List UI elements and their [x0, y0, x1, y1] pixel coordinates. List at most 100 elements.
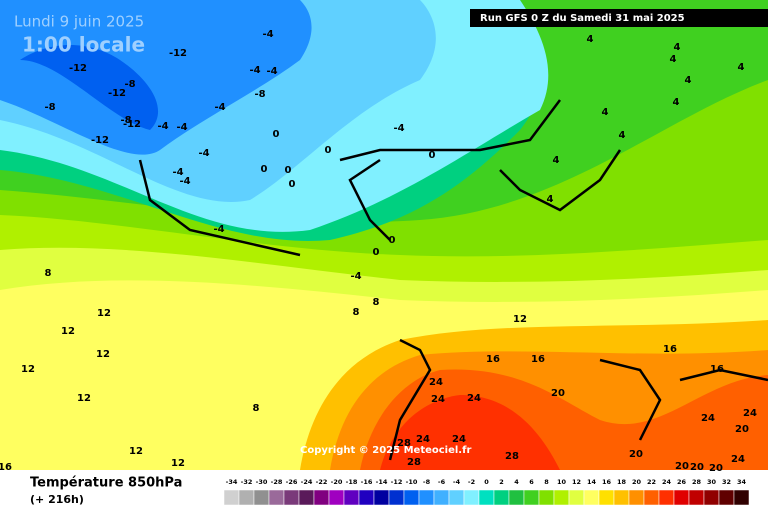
scale-label: -6	[438, 478, 446, 486]
isotherm-label: 12	[96, 349, 110, 360]
scale-label: 6	[529, 478, 534, 486]
scale-swatch	[673, 489, 690, 506]
isotherm-label: 8	[353, 307, 360, 318]
isotherm-label: 4	[670, 54, 677, 65]
isotherm-label: 0	[261, 164, 268, 175]
isotherm-label: 20	[690, 462, 704, 473]
scale-swatch	[223, 489, 240, 506]
zone-26	[380, 395, 560, 470]
scale-swatch	[268, 489, 285, 506]
isotherm-label: 16	[531, 354, 545, 365]
isotherm-label: -12	[69, 63, 87, 74]
date-label: Lundi 9 juin 2025	[14, 13, 144, 31]
isotherm-label: 8	[253, 403, 260, 414]
isotherm-label: 4	[685, 75, 692, 86]
isotherm-label: 4	[738, 62, 745, 73]
scale-label: 8	[544, 478, 549, 486]
isotherm-label: 8	[373, 297, 380, 308]
isotherm-label: 4	[673, 97, 680, 108]
isotherm-label: 4	[602, 107, 609, 118]
scale-swatch	[688, 489, 705, 506]
scale-swatch	[298, 489, 315, 506]
scale-swatch	[583, 489, 600, 506]
isotherm-label: 20	[551, 388, 565, 399]
scale-label: -4	[453, 478, 461, 486]
scale-label: 10	[557, 478, 567, 486]
isotherm-label: -12	[91, 135, 109, 146]
isotherm-label: -4	[172, 167, 183, 178]
isotherm-label: 12	[61, 326, 75, 337]
scale-label: 2	[499, 478, 504, 486]
isotherm-label: 0	[285, 165, 292, 176]
scale-swatch	[463, 489, 480, 506]
isotherm-label: 28	[407, 457, 421, 468]
scale-label: -22	[316, 478, 328, 486]
zone-m8	[0, 0, 312, 155]
scale-label: 28	[692, 478, 702, 486]
isotherm-label: -4	[157, 121, 168, 132]
isotherm-label: 0	[325, 145, 332, 156]
isotherm-label: 20	[675, 461, 689, 472]
isotherm-label: -12	[169, 48, 187, 59]
scale-swatch	[718, 489, 735, 506]
isotherm-label: 4	[547, 194, 554, 205]
scale-label: -20	[331, 478, 343, 486]
isotherm-label: -8	[254, 89, 265, 100]
scale-swatch	[418, 489, 435, 506]
isotherm-label: 4	[674, 42, 681, 53]
zone-m12	[20, 45, 159, 130]
scale-swatch	[478, 489, 495, 506]
isotherm-label: 4	[587, 34, 594, 45]
isotherm-label: -4	[179, 176, 190, 187]
time-label: 1:00 locale	[22, 33, 145, 57]
scale-label: -34	[226, 478, 238, 486]
isotherm-label: 0	[429, 150, 436, 161]
scale-label: 24	[662, 478, 672, 486]
isotherm-label: 12	[77, 393, 91, 404]
scale-swatch	[643, 489, 660, 506]
isotherm-label: 16	[486, 354, 500, 365]
scale-swatch	[703, 489, 720, 506]
isotherm-label: 0	[373, 247, 380, 258]
isotherm-label: -8	[44, 102, 55, 113]
coastline	[138, 99, 768, 461]
isotherm-label: 28	[397, 438, 411, 449]
scale-swatch	[733, 489, 750, 506]
scale-swatch	[553, 489, 570, 506]
isotherm-label: 24	[701, 413, 715, 424]
scale-swatch	[433, 489, 450, 506]
isotherm-label: -12	[123, 119, 141, 130]
isotherm-label: 4	[553, 155, 560, 166]
run-label: Run GFS 0 Z du Samedi 31 mai 2025	[480, 13, 685, 24]
scale-label: 30	[707, 478, 717, 486]
isotherm-label: 24	[431, 394, 445, 405]
footer-lead: (+ 216h)	[30, 493, 84, 506]
scale-label: -32	[241, 478, 253, 486]
scale-label: 26	[677, 478, 687, 486]
scale-swatch	[373, 489, 390, 506]
isotherm-label: -12	[108, 88, 126, 99]
isotherm-label: 20	[629, 449, 643, 460]
isotherm-label: 16	[0, 462, 12, 473]
isotherm-label: 0	[389, 235, 396, 246]
scale-swatch	[253, 489, 270, 506]
scale-swatch	[403, 489, 420, 506]
scale-label: -18	[346, 478, 358, 486]
isotherm-label: 24	[467, 393, 481, 404]
isotherm-label: 24	[429, 377, 443, 388]
scale-swatch	[523, 489, 540, 506]
scale-swatch	[628, 489, 645, 506]
scale-label: -8	[423, 478, 431, 486]
isotherm-label: -4	[262, 29, 273, 40]
run-box	[470, 9, 768, 27]
scale-label: -30	[256, 478, 268, 486]
isotherm-label: 20	[709, 463, 723, 474]
scale-label: 16	[602, 478, 612, 486]
scale-label: -10	[406, 478, 418, 486]
copyright: Copyright © 2025 Meteociel.fr	[300, 445, 471, 456]
scale-label: 34	[737, 478, 747, 486]
scale-swatch	[493, 489, 510, 506]
isotherm-label: -8	[124, 79, 135, 90]
scale-label: -16	[361, 478, 373, 486]
